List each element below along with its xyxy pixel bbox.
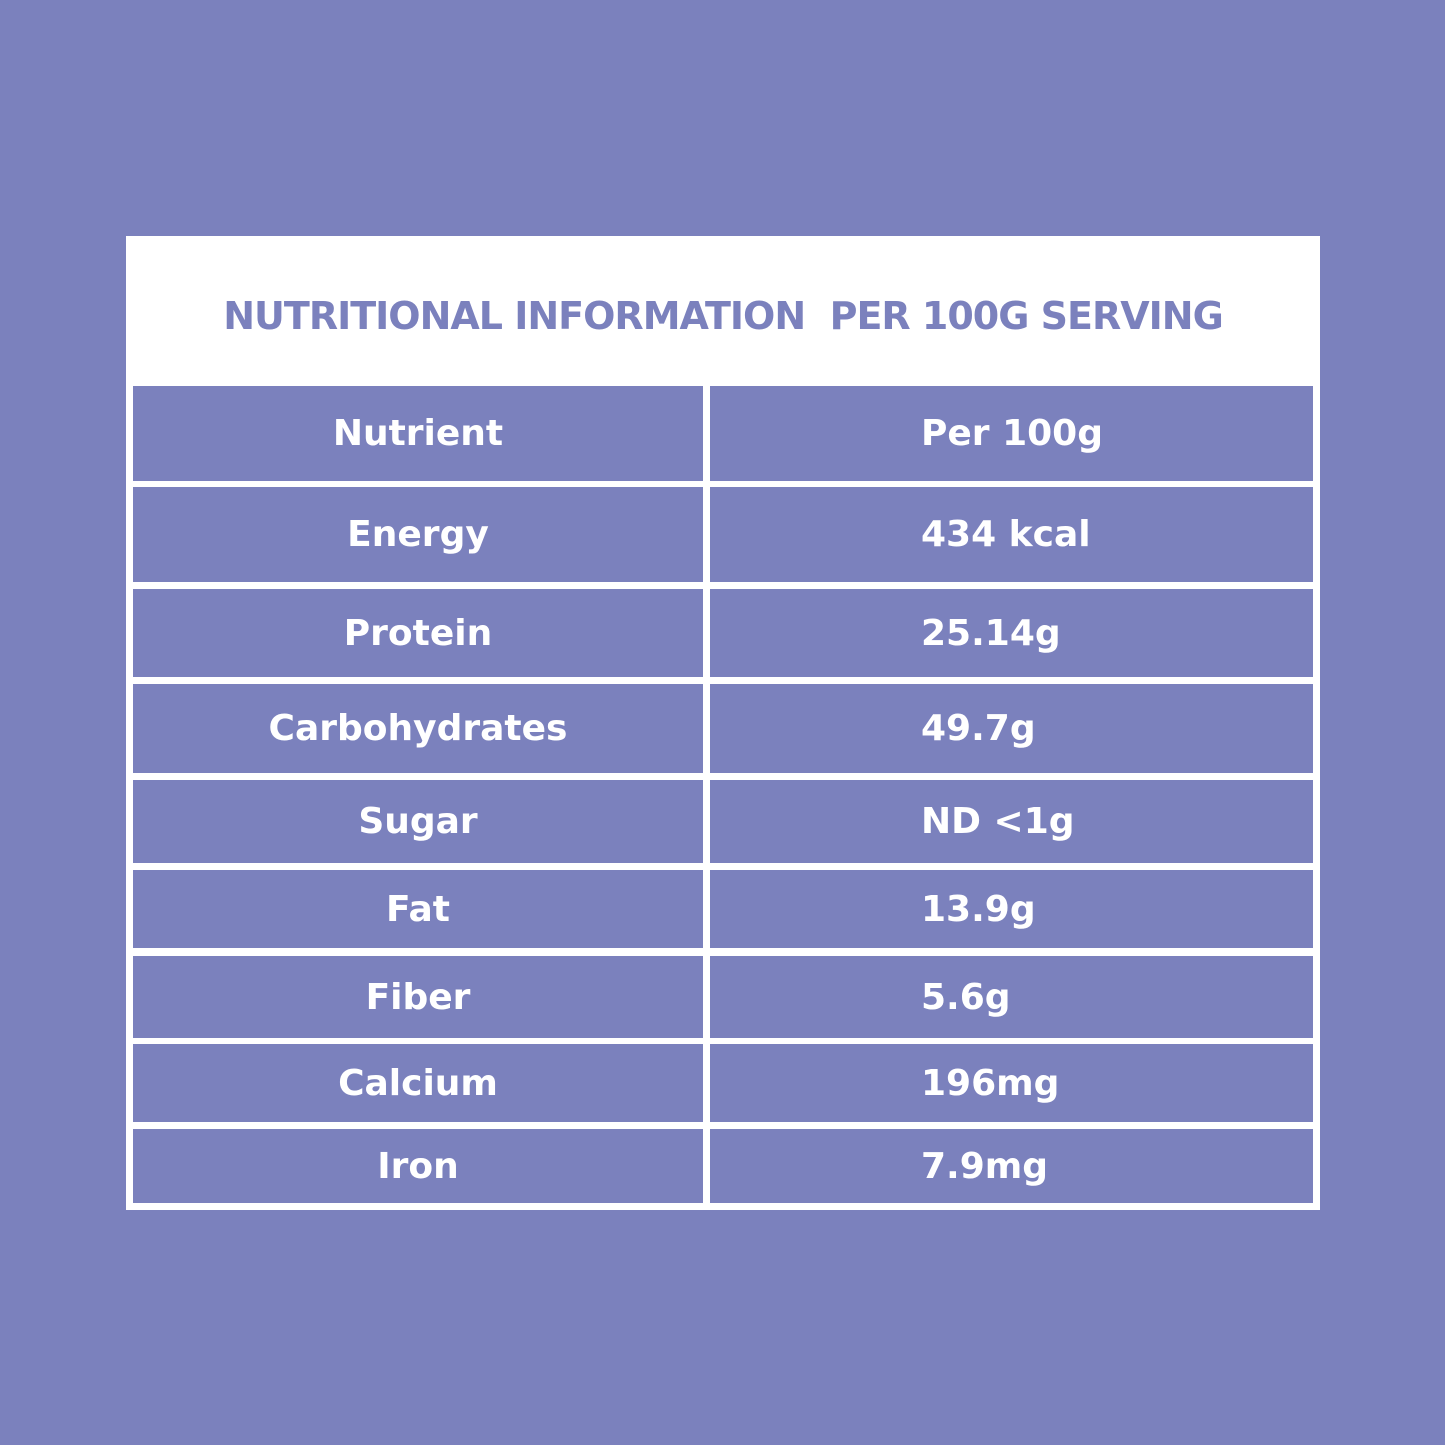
table-cell: Energy — [133, 487, 703, 582]
table-cell: 7.9mg — [710, 1129, 1313, 1203]
table-cell: 25.14g — [710, 589, 1313, 677]
table-cell: 49.7g — [710, 684, 1313, 773]
table-cell: 434 kcal — [710, 487, 1313, 582]
header-cell: Nutrient — [133, 386, 703, 481]
header-cell: Per 100g — [710, 386, 1313, 481]
table-cell: Iron — [133, 1129, 703, 1203]
table-cell: 13.9g — [710, 870, 1313, 948]
table-cell: Sugar — [133, 780, 703, 863]
table-cell: Protein — [133, 589, 703, 677]
table-cell: ND <1g — [710, 780, 1313, 863]
table-cell: Calcium — [133, 1044, 703, 1122]
table-cell: Fat — [133, 870, 703, 948]
nutrition-panel: NUTRITIONAL INFORMATION PER 100G SERVING… — [126, 236, 1320, 1210]
table-cell: Carbohydrates — [133, 684, 703, 773]
title: NUTRITIONAL INFORMATION PER 100G SERVING — [223, 294, 1224, 338]
table-cell: 196mg — [710, 1044, 1313, 1122]
table-cell: 5.6g — [710, 956, 1313, 1038]
table-cell: Fiber — [133, 956, 703, 1038]
